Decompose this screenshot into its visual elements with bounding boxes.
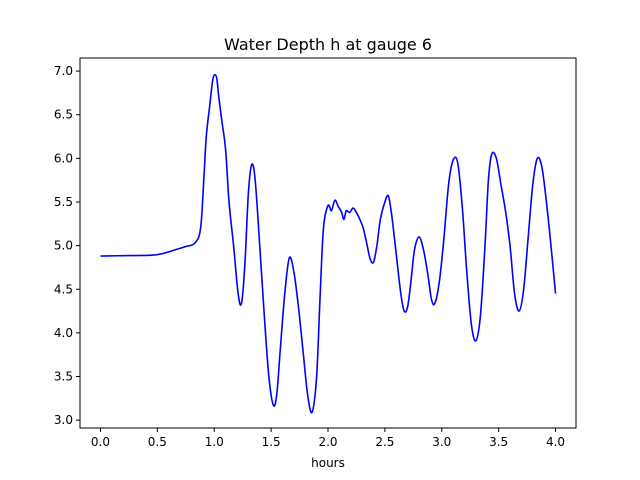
x-tick-label: 3.0 (432, 435, 451, 449)
y-tick-label: 4.5 (54, 282, 73, 296)
x-tick-label: 0.5 (148, 435, 167, 449)
x-tick-label: 1.5 (262, 435, 281, 449)
x-tick-label: 1.0 (205, 435, 224, 449)
y-tick-label: 4.0 (54, 326, 73, 340)
y-tick-label: 3.5 (54, 370, 73, 384)
x-tick-label: 3.5 (489, 435, 508, 449)
x-axis-label: hours (311, 456, 345, 470)
y-axis: 3.0 3.5 4.0 4.5 5.0 5.5 6.0 6.5 7.0 (54, 64, 80, 427)
y-tick-label: 3.0 (54, 413, 73, 427)
chart-title: Water Depth h at gauge 6 (224, 35, 432, 54)
y-tick-label: 5.0 (54, 239, 73, 253)
y-tick-label: 6.5 (54, 108, 73, 122)
plot-area (100, 73, 557, 414)
x-tick-label: 2.0 (318, 435, 337, 449)
series-line-water-depth (100, 73, 557, 414)
x-tick-label: 2.5 (375, 435, 394, 449)
x-tick-label: 0.0 (91, 435, 110, 449)
x-axis: 0.0 0.5 1.0 1.5 2.0 2.5 3.0 3.5 4.0 (91, 428, 565, 449)
y-tick-label: 5.5 (54, 195, 73, 209)
x-tick-label: 4.0 (546, 435, 565, 449)
y-tick-label: 6.0 (54, 151, 73, 165)
y-tick-label: 7.0 (54, 64, 73, 78)
